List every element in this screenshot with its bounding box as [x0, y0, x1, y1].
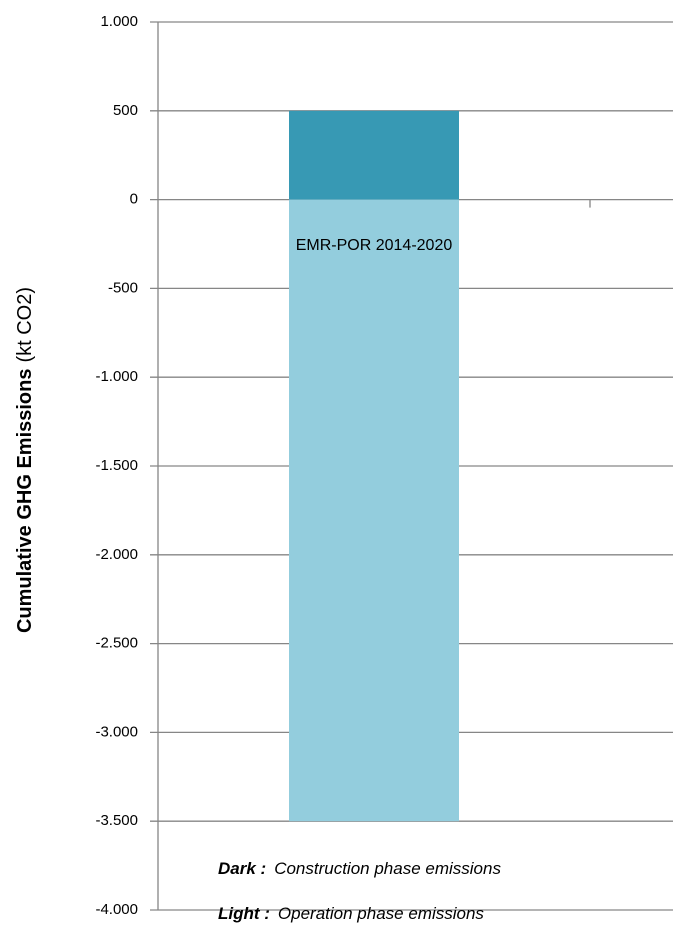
y-tick-label: -3.000 [95, 723, 138, 740]
legend-key: Light : [218, 904, 270, 923]
y-tick-label: -2.000 [95, 546, 138, 563]
y-axis-label-main: Cumulative GHG Emissions [14, 369, 36, 634]
y-tick-label: 500 [113, 102, 138, 119]
y-tick-label: -4.000 [95, 901, 138, 918]
legend-label: Operation phase emissions [278, 904, 485, 923]
legend-key: Dark : [218, 859, 266, 878]
y-tick-label: 0 [130, 191, 138, 208]
y-tick-label: -500 [108, 279, 138, 296]
y-tick-label: -1.500 [95, 457, 138, 474]
legend-label: Construction phase emissions [274, 859, 501, 878]
y-axis-label: Cumulative GHG Emissions (kt CO2) [14, 287, 36, 633]
bar-segment [289, 199, 459, 822]
x-tick-label: EMR-POR 2014-2020 [296, 237, 453, 254]
legend-entry: Light : Operation phase emissions [218, 904, 484, 923]
y-tick-label: -1.000 [95, 368, 138, 385]
legend-entry: Dark : Construction phase emissions [218, 859, 501, 878]
y-tick-label: -2.500 [95, 635, 138, 652]
y-tick-label: -3.500 [95, 812, 138, 829]
y-axis-label-unit: (kt CO2) [14, 287, 36, 363]
bar-segment [289, 110, 459, 200]
y-tick-label: 1.000 [100, 13, 138, 30]
